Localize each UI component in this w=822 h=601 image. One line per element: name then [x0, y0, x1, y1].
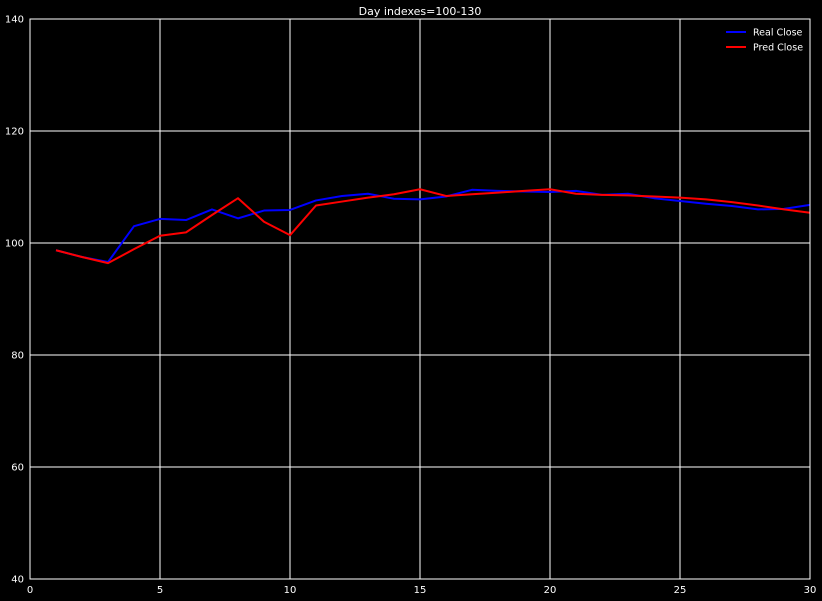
- y-tick-label: 100: [5, 239, 24, 250]
- chart-title: Day indexes=100-130: [359, 5, 482, 18]
- x-tick-label: 10: [284, 585, 297, 596]
- grid: [30, 19, 810, 579]
- x-tick-label: 30: [804, 585, 817, 596]
- y-tick-label: 120: [5, 127, 24, 138]
- y-tick-label: 60: [11, 463, 24, 474]
- x-tick-label: 0: [27, 585, 33, 596]
- y-tick-label: 140: [5, 15, 24, 26]
- plot-frame: [29, 18, 811, 580]
- x-tick-label: 5: [157, 585, 163, 596]
- x-axis-ticks: 0 5 10 15 20 25 30: [27, 585, 817, 596]
- series-line-real-close: [55, 188, 811, 264]
- y-tick-label: 80: [11, 351, 24, 362]
- legend-label: Real Close: [753, 28, 803, 39]
- x-tick-label: 15: [414, 585, 427, 596]
- x-tick-label: 20: [544, 585, 557, 596]
- legend-label: Pred Close: [753, 43, 803, 54]
- y-axis-ticks: 40 60 80 100 120 140: [5, 15, 24, 586]
- series-lines: [55, 188, 811, 265]
- series-line-pred-close: [55, 188, 811, 265]
- y-tick-label: 40: [11, 575, 24, 586]
- legend: Real Close Pred Close: [726, 28, 803, 54]
- x-tick-label: 25: [674, 585, 687, 596]
